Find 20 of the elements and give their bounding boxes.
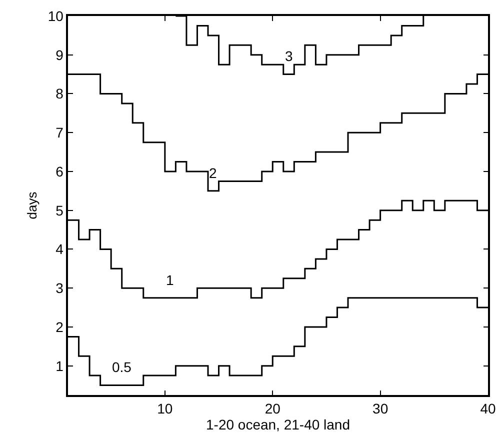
series-label: 0.5 — [112, 359, 132, 375]
y-tick-label: 6 — [56, 163, 64, 180]
series-label: 2 — [209, 165, 217, 181]
x-axis-title: 1-20 ocean, 21-40 land — [206, 416, 350, 433]
y-tick-label: 1 — [56, 358, 64, 374]
y-tick-label: 10 — [48, 8, 64, 24]
y-tick-label: 4 — [56, 241, 64, 258]
y-axis-title: days — [24, 191, 40, 220]
x-tick-label: 10 — [157, 400, 173, 417]
y-tick-label: 3 — [56, 280, 64, 296]
x-tick-label: 40 — [480, 400, 496, 417]
y-tick-label: 9 — [56, 46, 64, 63]
y-tick-label: 8 — [56, 86, 64, 102]
y-tick-label: 5 — [56, 202, 64, 218]
x-tick-label: 30 — [372, 400, 388, 417]
y-tick-label: 2 — [56, 318, 64, 335]
series-label: 1 — [166, 272, 174, 288]
series-label: 3 — [285, 48, 293, 64]
x-tick-label: 20 — [264, 400, 281, 417]
y-tick-label: 7 — [56, 124, 64, 141]
